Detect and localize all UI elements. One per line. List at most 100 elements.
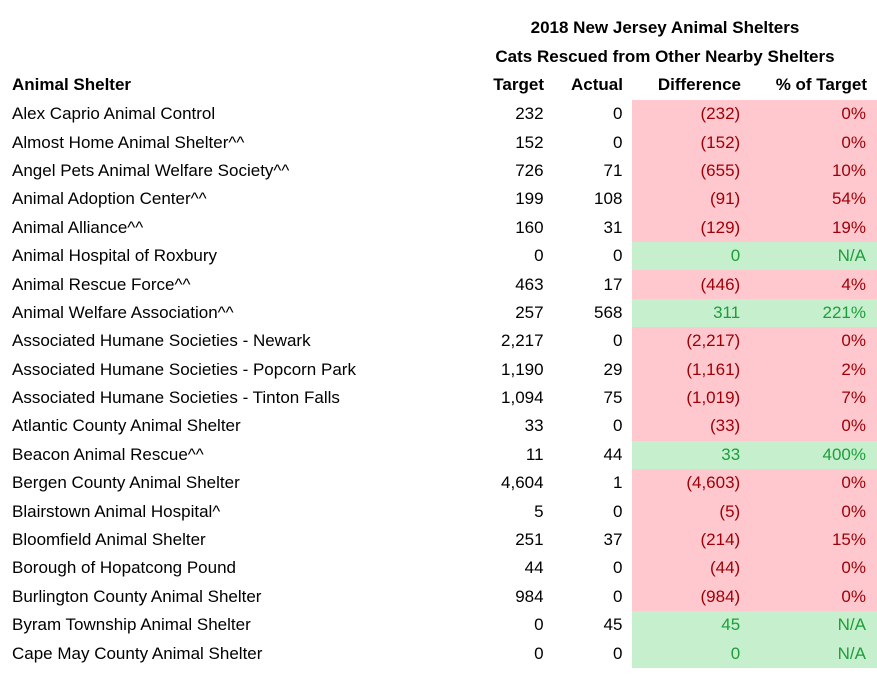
shelter-name: Almost Home Animal Shelter^^	[12, 132, 245, 152]
difference-cell: (152)	[632, 128, 741, 157]
pct-cell: 0%	[740, 582, 877, 612]
target-cell: 463	[515, 274, 544, 294]
spacer	[622, 214, 632, 242]
shelter-name: Byram Township Animal Shelter	[12, 615, 251, 635]
shelter-name: Angel Pets Animal Welfare Society^^	[12, 160, 290, 180]
spacer	[622, 384, 632, 412]
pct-cell: N/A	[740, 241, 877, 271]
table-row: Animal Hospital of Roxbury 0 0 0 N/A	[0, 241, 877, 271]
shelter-name: Associated Humane Societies - Popcorn Pa…	[12, 359, 356, 379]
spacer	[622, 299, 632, 327]
header-target: Target	[493, 75, 544, 94]
table-row: Borough of Hopatcong Pound 44 0 (44) 0%	[0, 554, 877, 583]
actual-cell: 108	[594, 189, 623, 209]
spacer	[622, 327, 632, 355]
shelter-name: Beacon Animal Rescue^^	[12, 444, 204, 464]
shelter-name: Blairstown Animal Hospital^	[12, 501, 221, 521]
target-cell: 33	[524, 416, 544, 436]
target-cell: 1,190	[501, 359, 544, 379]
spacer	[622, 497, 632, 525]
difference-cell: (4,603)	[632, 469, 741, 498]
pct-cell: 7%	[740, 383, 877, 413]
pct-cell: 19%	[740, 213, 877, 242]
spacer	[622, 611, 632, 639]
difference-cell: (5)	[632, 497, 741, 526]
table-row: Associated Humane Societies - Newark 2,21…	[0, 327, 877, 356]
actual-cell: 0	[612, 501, 623, 521]
pct-cell: 0%	[740, 497, 877, 526]
table-row: Associated Humane Societies - Popcorn Pa…	[0, 355, 877, 384]
difference-cell: (446)	[632, 270, 741, 299]
spacer	[622, 356, 632, 384]
target-cell: 5	[534, 501, 544, 521]
actual-cell: 0	[612, 331, 623, 351]
spacer	[622, 412, 632, 440]
spacer	[622, 639, 632, 667]
difference-cell: (129)	[632, 213, 741, 242]
difference-cell: (2,217)	[632, 327, 741, 356]
target-cell: 251	[515, 530, 544, 550]
shelter-name: Atlantic County Animal Shelter	[12, 416, 241, 436]
actual-cell: 0	[612, 558, 623, 578]
shelter-name: Burlington County Animal Shelter	[12, 586, 262, 606]
spacer	[622, 469, 632, 497]
shelter-name: Borough of Hopatcong Pound	[12, 558, 237, 578]
pct-cell: N/A	[740, 639, 877, 668]
shelter-name: Bergen County Animal Shelter	[12, 473, 240, 493]
actual-cell: 0	[612, 104, 623, 124]
pct-cell: 221%	[740, 298, 877, 328]
shelter-name: Animal Alliance^^	[12, 217, 144, 237]
target-cell: 199	[515, 189, 544, 209]
actual-cell: 1	[612, 473, 623, 493]
table-row: Byram Township Animal Shelter 0 45 45 N/A	[0, 611, 877, 640]
target-cell: 0	[534, 643, 544, 663]
difference-cell: 45	[632, 611, 741, 640]
spacer	[622, 526, 632, 554]
table-row: Animal Adoption Center^^ 199 108 (91) 54%	[0, 185, 877, 214]
spacer	[622, 583, 632, 611]
pct-cell: 4%	[740, 270, 877, 299]
pct-cell: 400%	[740, 440, 877, 470]
difference-cell: (1,161)	[632, 355, 741, 384]
pct-cell: 0%	[740, 554, 877, 583]
difference-cell: 311	[632, 298, 741, 328]
table-row: Animal Rescue Force^^ 463 17 (446) 4%	[0, 270, 877, 299]
pct-cell: 0%	[740, 327, 877, 356]
actual-cell: 71	[603, 160, 623, 180]
actual-cell: 44	[603, 444, 623, 464]
table-row: Almost Home Animal Shelter^^ 152 0 (152) 0%	[0, 128, 877, 157]
actual-cell: 75	[603, 388, 623, 408]
difference-cell: 33	[632, 440, 741, 470]
table-row: Beacon Animal Rescue^^ 11 44 33 400%	[0, 440, 877, 470]
difference-cell: (1,019)	[632, 383, 741, 413]
shelter-table: Alex Caprio Animal Control 232 0 (232) 0% Alm…	[0, 100, 877, 668]
difference-cell: (232)	[632, 100, 741, 129]
actual-cell: 0	[612, 586, 623, 606]
spacer	[622, 242, 632, 270]
actual-cell: 45	[603, 615, 623, 635]
shelter-name: Animal Welfare Association^^	[12, 302, 234, 322]
pct-cell: 0%	[740, 412, 877, 441]
table-row: Associated Humane Societies - Tinton Fal…	[0, 383, 877, 413]
table-row: Bloomfield Animal Shelter 251 37 (214) 15%	[0, 525, 877, 555]
spacer	[622, 100, 632, 128]
table-row: Burlington County Animal Shelter 984 0 (984…	[0, 582, 877, 612]
actual-cell: 31	[603, 217, 623, 237]
spacer	[622, 157, 632, 185]
table-subtitle: Cats Rescued from Other Nearby Shelters	[495, 47, 835, 66]
target-cell: 0	[534, 615, 544, 635]
table-row: Alex Caprio Animal Control 232 0 (232) 0%	[0, 100, 877, 129]
target-cell: 726	[515, 160, 544, 180]
difference-cell: (33)	[632, 412, 741, 441]
table-row: Cape May County Animal Shelter 0 0 0 N/A	[0, 639, 877, 668]
shelter-name: Bloomfield Animal Shelter	[12, 530, 206, 550]
spacer	[622, 554, 632, 582]
pct-cell: 54%	[740, 185, 877, 214]
target-cell: 160	[515, 217, 544, 237]
shelter-name: Associated Humane Societies - Tinton Fal…	[12, 388, 340, 408]
header-actual: Actual	[571, 75, 623, 94]
target-cell: 0	[534, 246, 544, 266]
actual-cell: 568	[594, 302, 623, 322]
spacer	[622, 270, 632, 298]
